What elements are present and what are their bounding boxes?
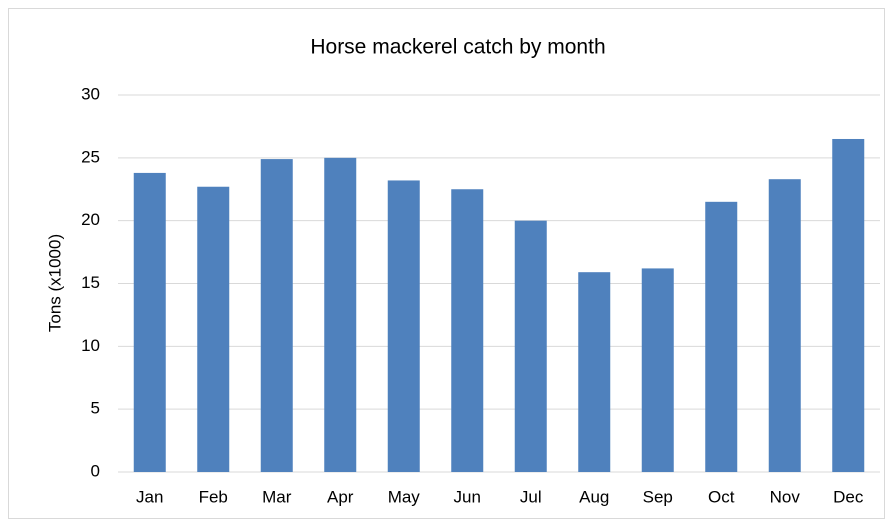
y-tick-label: 15 (81, 273, 100, 292)
x-tick-label: Nov (770, 487, 801, 506)
y-tick-label: 0 (91, 461, 100, 480)
bar (705, 201, 738, 473)
bar (514, 220, 547, 472)
x-tick-label: Jun (454, 487, 481, 506)
bar (324, 157, 357, 473)
x-tick-label: Feb (199, 487, 228, 506)
y-tick-label: 20 (81, 210, 100, 229)
x-tick-label: Sep (643, 487, 673, 506)
y-axis-label: Tons (x1000) (45, 234, 64, 332)
x-tick-label: Dec (833, 487, 864, 506)
x-tick-label: Aug (579, 487, 609, 506)
bar (451, 189, 484, 472)
x-tick-label: May (388, 487, 421, 506)
y-tick-label: 25 (81, 147, 100, 166)
bar (387, 180, 420, 472)
bar (260, 159, 293, 472)
bar (832, 138, 865, 472)
x-tick-label: Jan (136, 487, 163, 506)
bar (641, 268, 674, 472)
x-tick-label: Mar (262, 487, 292, 506)
x-tick-label: Apr (327, 487, 354, 506)
y-tick-label: 30 (81, 84, 100, 103)
y-tick-label: 10 (81, 336, 100, 355)
chart-title: Horse mackerel catch by month (310, 36, 605, 59)
x-tick-label: Oct (708, 487, 735, 506)
bar (578, 272, 611, 472)
bar (133, 172, 166, 472)
y-tick-label: 5 (91, 399, 100, 418)
bar (768, 179, 801, 473)
bar (197, 186, 230, 472)
x-tick-label: Jul (520, 487, 542, 506)
